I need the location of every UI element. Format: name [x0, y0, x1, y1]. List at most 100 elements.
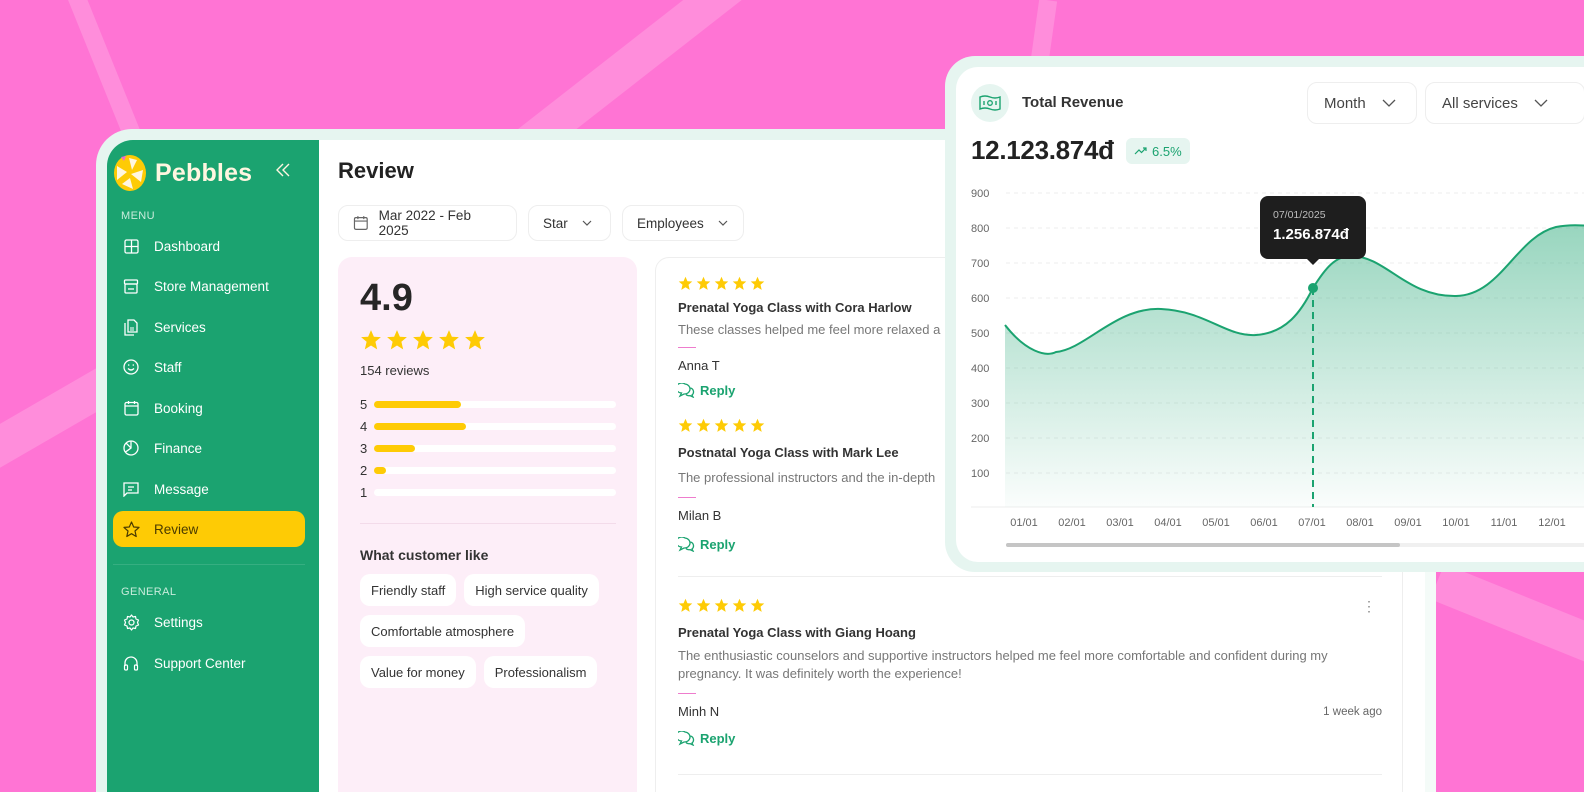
rating-star-label: 2 [360, 462, 368, 478]
rating-bar-track [374, 444, 616, 452]
svg-text:900: 900 [971, 188, 989, 200]
sidebar-item-staff[interactable]: Staff [113, 349, 305, 385]
rating-distribution-row: 2 [360, 462, 616, 478]
review-item: Prenatal Yoga Class with Cora Harlow The… [678, 276, 1382, 398]
review-author: Minh N [678, 704, 720, 719]
chat-bubbles-icon [678, 731, 695, 746]
star-filter-label: Star [543, 215, 568, 231]
review-accent-line [678, 497, 696, 498]
tag-chip[interactable]: Comfortable atmosphere [360, 615, 526, 647]
star-filled-icon [714, 598, 729, 612]
rating-bar-track [374, 400, 616, 408]
headset-icon [122, 654, 140, 672]
svg-text:11/01: 11/01 [1491, 517, 1518, 529]
svg-text:12/01: 12/01 [1538, 517, 1566, 529]
rating-bar-fill [374, 466, 387, 474]
rating-distribution-row: 5 [360, 397, 616, 412]
svg-text:300: 300 [971, 398, 989, 410]
star-filled-icon [750, 598, 765, 612]
total-revenue-value: 12.123.874đ [971, 135, 1114, 165]
sidebar-item-services[interactable]: Services [113, 309, 305, 345]
star-filled-icon [696, 418, 711, 432]
star-filled-icon [413, 330, 433, 350]
reply-label: Reply [700, 537, 736, 552]
smiley-icon [122, 358, 140, 376]
employees-filter-label: Employees [637, 215, 704, 231]
date-range-filter[interactable]: Mar 2022 - Feb 2025 [338, 205, 517, 241]
svg-text:07/01: 07/01 [1298, 517, 1326, 529]
sidebar-item-settings[interactable]: Settings [113, 604, 305, 640]
svg-text:02/01: 02/01 [1058, 517, 1086, 529]
reply-button[interactable]: Reply [678, 731, 1382, 746]
chevron-down-icon [1382, 99, 1396, 107]
star-filled-icon [387, 330, 407, 350]
rating-star-label: 3 [360, 440, 368, 456]
review-stars [678, 598, 1382, 613]
star-filled-icon [696, 598, 711, 612]
star-filled-icon [732, 418, 747, 432]
star-filled-icon [678, 276, 693, 290]
star-filled-icon [732, 276, 747, 290]
reply-button[interactable]: Reply [678, 537, 1382, 552]
chat-bubbles-icon [678, 537, 695, 552]
logo[interactable]: Pebbles [113, 154, 252, 192]
sidebar-item-support-center[interactable]: Support Center [113, 645, 305, 681]
sidebar-item-finance[interactable]: Finance [113, 430, 305, 466]
menu-section-label: MENU [121, 210, 155, 222]
svg-text:200: 200 [971, 433, 989, 445]
reply-button[interactable]: Reply [678, 383, 1382, 398]
sidebar-item-label: Store Management [154, 278, 269, 294]
collapse-sidebar-button[interactable] [275, 158, 291, 184]
grid-icon [122, 237, 140, 255]
card-title: Total Revenue [1022, 94, 1124, 111]
sidebar-item-review[interactable]: Review [113, 511, 305, 547]
sidebar-item-booking[interactable]: Booking [113, 390, 305, 426]
star-filled-icon [678, 598, 693, 612]
service-dropdown[interactable]: All services [1425, 82, 1584, 124]
star-filled-icon [732, 598, 747, 612]
more-options-button[interactable]: ⋮ [1362, 598, 1376, 614]
review-stars [678, 418, 1382, 433]
review-accent-line [678, 347, 696, 348]
svg-text:01/01: 01/01 [1010, 517, 1038, 529]
period-value: Month [1324, 94, 1366, 112]
review-stars [678, 276, 1382, 291]
star-filled-icon [361, 330, 381, 350]
svg-text:800: 800 [971, 223, 989, 235]
review-item: Postnatal Yoga Class with Mark Lee The p… [678, 418, 1382, 552]
review-accent-line [678, 693, 696, 694]
total-revenue-card: Total Revenue Month All services 12.123.… [956, 67, 1584, 562]
sidebar-item-dashboard[interactable]: Dashboard [113, 228, 305, 264]
sidebar-item-store-management[interactable]: Store Management [113, 268, 305, 304]
money-icon [971, 84, 1009, 122]
star-filter-dropdown[interactable]: Star [528, 205, 611, 241]
sidebar-item-label: Settings [154, 614, 203, 630]
star-filled-icon [714, 276, 729, 290]
sidebar-item-message[interactable]: Message [113, 471, 305, 507]
svg-text:700: 700 [971, 258, 989, 270]
svg-text:100: 100 [971, 468, 989, 480]
star-icon [122, 520, 140, 538]
chevron-down-icon [1534, 99, 1548, 107]
documents-icon [122, 318, 140, 336]
rating-distribution-row: 4 [360, 419, 616, 434]
highlight-point [1308, 283, 1318, 293]
star-filled-icon [750, 418, 765, 432]
date-range-value: Mar 2022 - Feb 2025 [378, 208, 471, 238]
sidebar-item-label: Support Center [154, 655, 246, 671]
review-divider [678, 774, 1382, 775]
revenue-area-chart: 900 800 700 600 500 400 300 200 100 01 [971, 188, 1584, 529]
employees-filter-dropdown[interactable]: Employees [622, 205, 744, 241]
gear-icon [122, 613, 140, 631]
trend-up-icon [1134, 147, 1147, 155]
chart-scrollbar-thumb[interactable] [1006, 543, 1400, 547]
svg-text:400: 400 [971, 363, 989, 375]
period-dropdown[interactable]: Month [1307, 82, 1417, 124]
pie-chart-icon [122, 439, 140, 457]
reply-label: Reply [700, 383, 736, 398]
tag-chip[interactable]: Value for money [360, 656, 476, 688]
revenue-area [1005, 225, 1584, 507]
tag-chip[interactable]: High service quality [464, 574, 599, 606]
tag-chip[interactable]: Professionalism [483, 656, 598, 688]
tag-chip[interactable]: Friendly staff [360, 574, 457, 606]
